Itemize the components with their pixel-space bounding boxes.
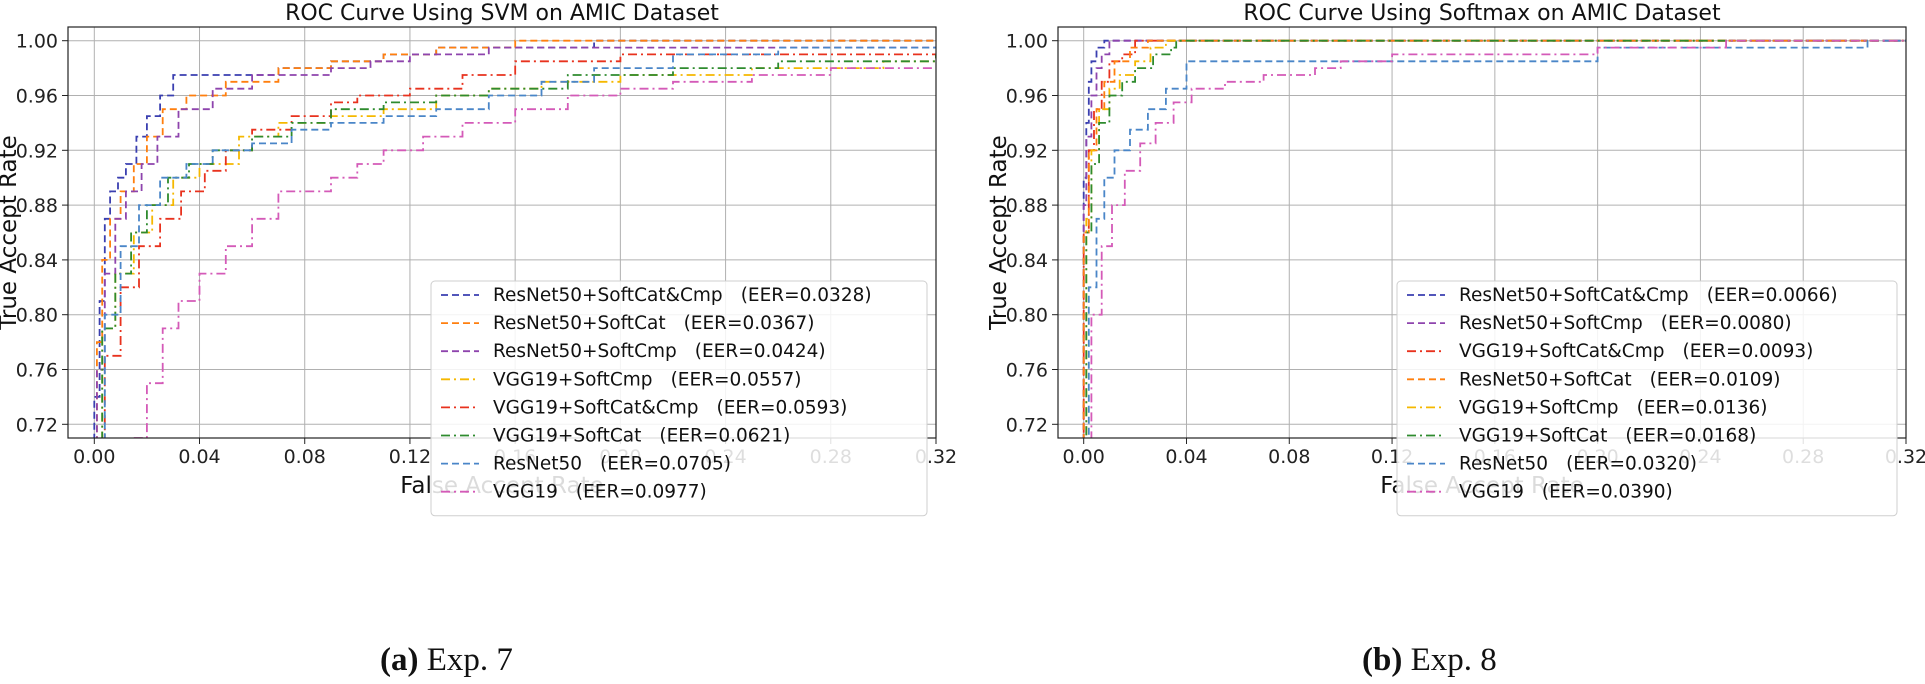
- series-line-vgg19-softcat-cmp: [103, 53, 936, 438]
- x-tick-label: 0.12: [389, 446, 431, 468]
- y-tick-label: 1.00: [16, 31, 58, 53]
- y-tick-label: 0.92: [1006, 140, 1048, 162]
- x-tick-label: 0.04: [178, 446, 220, 468]
- legend-eer: (EER=0.0328): [741, 285, 872, 306]
- series-line-resnet50-softcat-cmp: [93, 39, 936, 438]
- legend-label: VGG19+SoftCmp: [1459, 397, 1619, 418]
- legend-label: ResNet50+SoftCat: [1459, 369, 1632, 390]
- series-line-resnet50: [103, 46, 936, 438]
- series-line-resnet50-softcat: [1082, 39, 1906, 438]
- legend-label: ResNet50+SoftCmp: [493, 341, 677, 362]
- chart-panel-svm: 0.000.040.080.120.160.200.240.280.320.72…: [0, 1, 957, 678]
- panel-caption-text: Exp. 7: [418, 642, 512, 678]
- legend-label: VGG19+SoftCat&Cmp: [1459, 341, 1665, 362]
- y-tick-label: 0.88: [1006, 195, 1048, 217]
- legend-eer: (EER=0.0320): [1566, 454, 1697, 475]
- legend-label: ResNet50: [493, 454, 582, 475]
- legend-eer: (EER=0.0557): [671, 369, 802, 390]
- panel-caption-letter: (b): [1362, 642, 1402, 678]
- legend-label: VGG19+SoftCat&Cmp: [493, 397, 699, 418]
- legend-label: ResNet50: [1459, 454, 1548, 475]
- series-group: [1082, 39, 1906, 438]
- legend-eer: (EER=0.0136): [1637, 397, 1768, 418]
- y-tick-label: 0.92: [16, 140, 58, 162]
- x-tick-label: 0.08: [1268, 446, 1310, 468]
- y-tick-label: 0.72: [1006, 414, 1048, 436]
- legend: ResNet50+SoftCat&Cmp (EER=0.0066) ResNet50…: [1396, 280, 1898, 517]
- series-line-vgg19-softcat: [1085, 39, 1906, 438]
- legend-box: [1396, 280, 1898, 517]
- legend-box: [430, 280, 928, 517]
- chart-title: ROC Curve Using SVM on AMIC Dataset: [285, 1, 719, 26]
- y-axis-title: True Accept Rate: [986, 135, 1012, 331]
- chart-title: ROC Curve Using Softmax on AMIC Dataset: [1243, 1, 1721, 26]
- y-tick-label: 0.96: [16, 86, 58, 108]
- legend-eer: (EER=0.0093): [1683, 341, 1814, 362]
- legend-label: VGG19: [1459, 482, 1524, 503]
- x-tick-label: 0.00: [73, 446, 115, 468]
- panel-caption-letter: (a): [380, 642, 418, 678]
- legend-label: ResNet50+SoftCat&Cmp: [1459, 285, 1689, 306]
- x-tick-label: 0.04: [1165, 446, 1207, 468]
- y-tick-label: 0.96: [1006, 86, 1048, 108]
- legend-label: ResNet50+SoftCat&Cmp: [493, 285, 723, 306]
- y-tick-label: 0.80: [1006, 305, 1048, 327]
- legend-eer: (EER=0.0621): [659, 426, 790, 447]
- series-line-vgg19: [133, 67, 936, 438]
- panel-caption: (b) Exp. 8: [1362, 642, 1497, 678]
- y-tick-label: 0.76: [16, 360, 58, 382]
- x-tick-label: 0.00: [1063, 446, 1105, 468]
- series-line-resnet50-softcmp: [96, 46, 936, 438]
- legend-eer: (EER=0.0109): [1650, 369, 1781, 390]
- chart-panel-softmax: 0.000.040.080.120.160.200.240.280.320.72…: [986, 1, 1925, 678]
- legend-label: VGG19+SoftCmp: [493, 369, 653, 390]
- legend-eer: (EER=0.0080): [1661, 313, 1792, 334]
- legend-eer: (EER=0.0977): [576, 482, 707, 503]
- legend-eer: (EER=0.0367): [684, 313, 815, 334]
- legend-label: VGG19: [493, 482, 558, 503]
- legend-eer: (EER=0.0705): [600, 454, 731, 475]
- y-tick-label: 0.76: [1006, 360, 1048, 382]
- legend-eer: (EER=0.0066): [1707, 285, 1838, 306]
- series-line-vgg19-softcmp: [1085, 39, 1906, 438]
- series-line-resnet50-softcmp: [1082, 39, 1906, 438]
- panel-caption: (a) Exp. 7: [380, 642, 513, 678]
- legend-label: ResNet50+SoftCmp: [1459, 313, 1643, 334]
- panel-caption-text: Exp. 8: [1402, 642, 1496, 678]
- legend-eer: (EER=0.0168): [1625, 426, 1756, 447]
- legend-label: ResNet50+SoftCat: [493, 313, 666, 334]
- y-tick-label: 0.72: [16, 414, 58, 436]
- legend-label: VGG19+SoftCat: [493, 426, 641, 447]
- y-tick-label: 0.84: [16, 250, 58, 272]
- series-group: [93, 39, 936, 438]
- series-line-vgg19: [1090, 39, 1906, 438]
- x-tick-label: 0.08: [284, 446, 326, 468]
- legend-label: VGG19+SoftCat: [1459, 426, 1607, 447]
- y-tick-label: 1.00: [1006, 31, 1048, 53]
- legend-eer: (EER=0.0390): [1542, 482, 1673, 503]
- series-line-resnet50-softcat: [96, 39, 936, 438]
- legend: ResNet50+SoftCat&Cmp (EER=0.0328) ResNet50…: [430, 280, 928, 517]
- y-tick-label: 0.84: [1006, 250, 1048, 272]
- y-tick-label: 0.80: [16, 305, 58, 327]
- legend-eer: (EER=0.0593): [717, 397, 848, 418]
- y-tick-label: 0.88: [16, 195, 58, 217]
- y-axis-title: True Accept Rate: [0, 135, 22, 331]
- legend-eer: (EER=0.0424): [695, 341, 826, 362]
